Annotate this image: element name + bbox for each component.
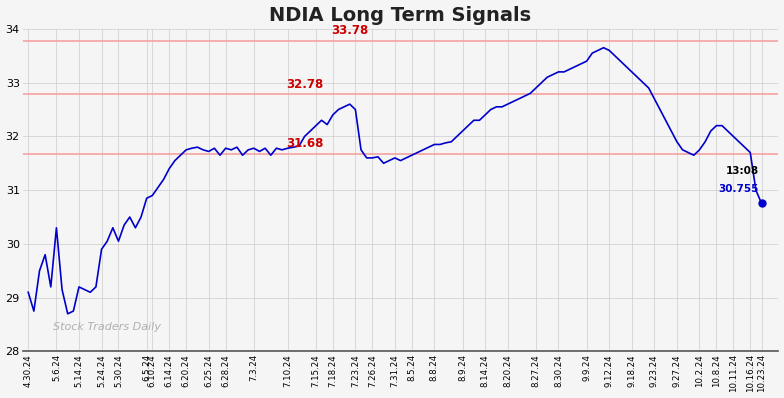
Text: 33.78: 33.78 — [331, 24, 368, 37]
Text: 13:08: 13:08 — [725, 166, 759, 176]
Text: 31.68: 31.68 — [286, 137, 323, 150]
Text: 32.78: 32.78 — [286, 78, 323, 91]
Title: NDIA Long Term Signals: NDIA Long Term Signals — [270, 6, 532, 25]
Text: 30.755: 30.755 — [718, 183, 759, 194]
Text: Stock Traders Daily: Stock Traders Daily — [53, 322, 161, 332]
